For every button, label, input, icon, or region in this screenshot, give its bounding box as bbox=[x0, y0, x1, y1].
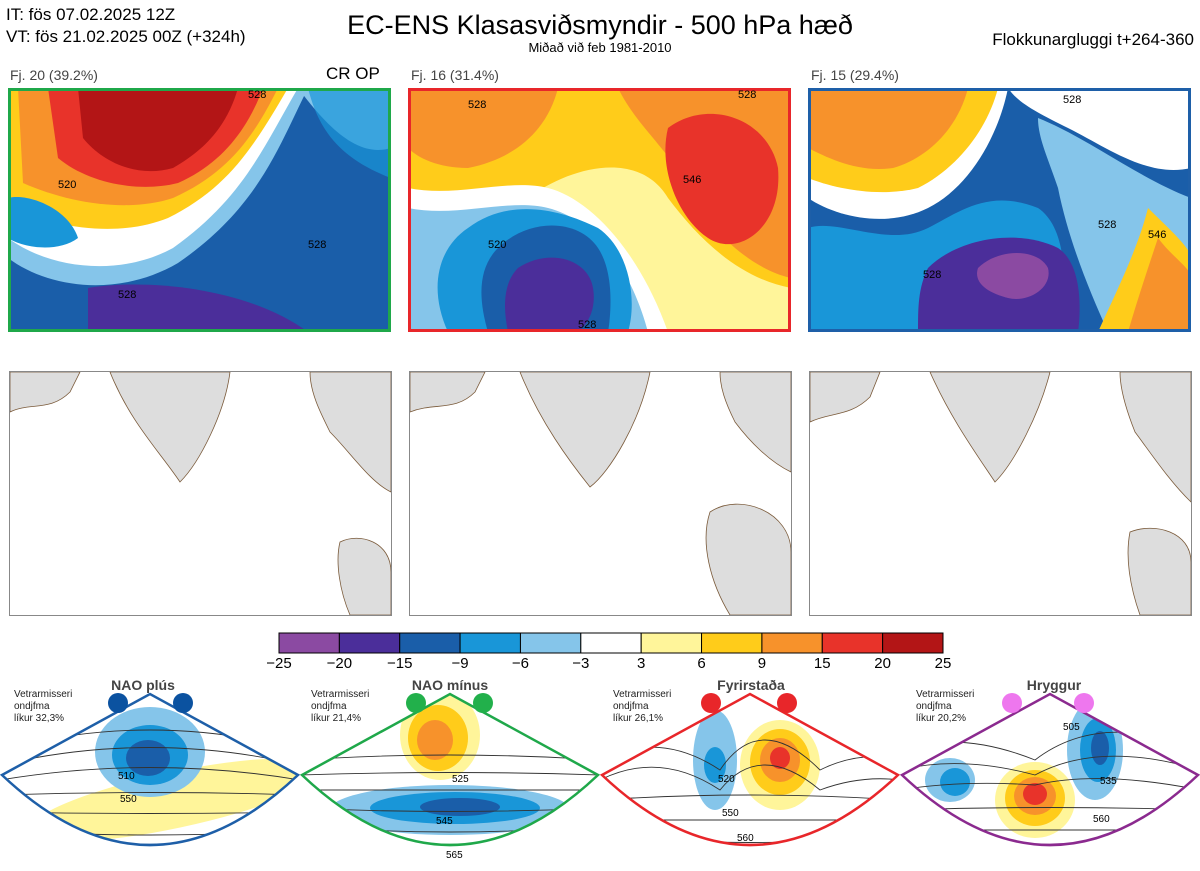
cluster-2-label: Fj. 16 (31.4%) bbox=[411, 67, 499, 83]
regime-1-dot-b bbox=[173, 693, 193, 713]
header-info: IT: fös 07.02.2025 12Z VT: fös 21.02.202… bbox=[6, 4, 246, 48]
contour-label: 528 bbox=[738, 89, 756, 101]
colorbar-segment bbox=[701, 632, 763, 654]
cluster-1-label: Fj. 20 (39.2%) bbox=[10, 67, 98, 83]
cluster-map-1: 520 528 528 528 bbox=[8, 88, 391, 332]
contour-label: 528 bbox=[248, 89, 266, 101]
colorbar-segment bbox=[338, 632, 401, 654]
regime-2-label-c: 565 bbox=[446, 850, 463, 861]
regime-map-4: 505 535 560 bbox=[900, 692, 1200, 847]
regime-4-label-b: 535 bbox=[1100, 776, 1117, 787]
colorbar bbox=[278, 632, 944, 654]
window-label: Flokkunargluggi t+264-360 bbox=[992, 30, 1194, 49]
regime-3-label-c: 560 bbox=[737, 833, 754, 844]
regime-1-label-b: 550 bbox=[120, 794, 137, 805]
cluster-1-extra: CR OP bbox=[326, 64, 380, 83]
regime-map-1: 510 550 bbox=[0, 692, 300, 847]
colorbar-segment bbox=[278, 632, 340, 654]
contour-label: 528 bbox=[118, 289, 136, 301]
contour-label: 528 bbox=[578, 319, 596, 331]
cluster-map-3: 528 528 528 546 bbox=[808, 88, 1191, 332]
regime-3-note: Vetrarmisseri ondjfma líkur 26,1% bbox=[613, 689, 672, 724]
colorbar-tick-label: 3 bbox=[637, 655, 646, 672]
contour-label: 528 bbox=[1063, 94, 1081, 106]
regime-3-dot-a bbox=[701, 693, 721, 713]
regime-4-note: Vetrarmisseri ondjfma líkur 20,2% bbox=[916, 689, 975, 724]
colorbar-tick-label: 6 bbox=[697, 655, 706, 672]
colorbar-tick-label: −3 bbox=[572, 655, 590, 672]
regime-4-title: Hryggur bbox=[1026, 677, 1082, 693]
regime-1-dot-a bbox=[108, 693, 128, 713]
empty-map-1 bbox=[9, 371, 392, 616]
contour-label: 528 bbox=[308, 239, 326, 251]
contour-label: 528 bbox=[923, 269, 941, 281]
regime-2-note: Vetrarmisseri ondjfma líkur 21,4% bbox=[311, 689, 370, 724]
colorbar-tick-label: 9 bbox=[757, 655, 767, 672]
cluster-3-label: Fj. 15 (29.4%) bbox=[811, 67, 899, 83]
regime-2-title: NAO mínus bbox=[411, 677, 489, 693]
regime-4-label-a: 505 bbox=[1063, 722, 1080, 733]
contour-label: 546 bbox=[1148, 229, 1166, 241]
regime-4-dot-b bbox=[1074, 693, 1094, 713]
empty-map-2 bbox=[409, 371, 792, 616]
cluster-map-2: 520 528 546 528 528 bbox=[408, 88, 791, 332]
contour-label: 520 bbox=[58, 179, 76, 191]
contour-label: 528 bbox=[1098, 219, 1116, 231]
colorbar-segment bbox=[640, 632, 703, 654]
colorbar-segment bbox=[459, 632, 521, 654]
colorbar-segment bbox=[882, 632, 944, 654]
colorbar-tick-label: 25 bbox=[934, 655, 952, 672]
regime-3-label-a: 520 bbox=[718, 774, 735, 785]
colorbar-tick-label: −6 bbox=[511, 655, 530, 672]
regime-3-dot-b bbox=[777, 693, 797, 713]
regime-1-title: NAO plús bbox=[111, 677, 175, 693]
regime-2-dot-b bbox=[473, 693, 493, 713]
contour-label: 528 bbox=[468, 99, 486, 111]
regime-1-label-a: 510 bbox=[118, 771, 135, 782]
colorbar-segment bbox=[821, 632, 884, 654]
colorbar-segment bbox=[761, 632, 823, 654]
regime-3-label-b: 550 bbox=[722, 808, 739, 819]
regime-2-dot-a bbox=[406, 693, 426, 713]
colorbar-tick-label: 15 bbox=[813, 655, 831, 672]
colorbar-tick-label: −15 bbox=[386, 655, 413, 672]
regime-2-label-b: 545 bbox=[436, 816, 453, 827]
regime-4-label-c: 560 bbox=[1093, 814, 1110, 825]
colorbar-segment bbox=[519, 632, 582, 654]
regime-map-2: 525 545 565 bbox=[300, 692, 600, 861]
colorbar-tick-label: −25 bbox=[266, 655, 292, 672]
colorbar-tick-label: −20 bbox=[326, 655, 353, 672]
chart-subtitle: Miðað við feb 1981-2010 bbox=[528, 40, 672, 55]
regime-map-3: 520 550 560 bbox=[600, 692, 900, 847]
colorbar-segment bbox=[580, 632, 642, 654]
regime-3-title: Fyrirstaða bbox=[717, 677, 785, 693]
regime-1-note: Vetrarmisseri ondjfma líkur 32,3% bbox=[14, 689, 73, 724]
vt-line: VT: fös 21.02.2025 00Z (+324h) bbox=[6, 27, 246, 46]
empty-map-3 bbox=[809, 371, 1192, 616]
it-line: IT: fös 07.02.2025 12Z bbox=[6, 5, 176, 24]
colorbar-tick-label: −9 bbox=[451, 655, 469, 672]
regime-4-dot-a bbox=[1002, 693, 1022, 713]
colorbar-segment bbox=[399, 632, 461, 654]
contour-label: 520 bbox=[488, 239, 506, 251]
contour-label: 546 bbox=[683, 174, 701, 186]
regime-2-label-a: 525 bbox=[452, 774, 469, 785]
chart-title: EC-ENS Klasasviðsmyndir - 500 hPa hæð bbox=[347, 10, 853, 40]
colorbar-tick-label: 20 bbox=[874, 655, 891, 672]
